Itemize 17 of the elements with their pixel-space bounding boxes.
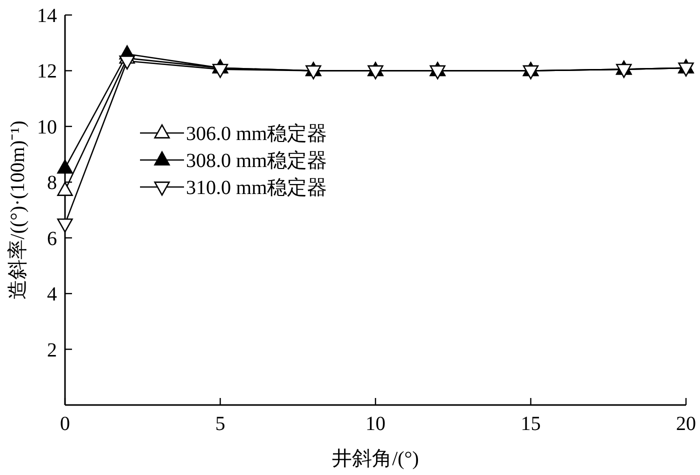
legend-label: 306.0 mm稳定器 <box>186 123 328 145</box>
y-axis-title: 造斜率/((°)·(100m)⁻¹) <box>7 120 29 300</box>
y-tick-label: 2 <box>47 339 57 362</box>
y-tick-label: 4 <box>47 284 57 306</box>
y-tick-label: 6 <box>47 228 57 250</box>
x-tick-label: 0 <box>60 413 70 435</box>
x-tick-label: 15 <box>520 413 541 435</box>
x-tick-label: 10 <box>366 413 386 435</box>
x-tick-label: 20 <box>676 413 696 435</box>
x-tick-label: 5 <box>215 413 226 435</box>
legend-label: 308.0 mm稳定器 <box>186 150 328 172</box>
y-tick-label: 10 <box>37 116 57 138</box>
legend-label: 310.0 mm稳定器 <box>186 177 328 199</box>
x-axis-title: 井斜角/(°) <box>332 448 419 470</box>
y-tick-label: 14 <box>37 5 57 27</box>
y-tick-label: 12 <box>37 60 57 83</box>
y-tick-label: 8 <box>47 172 57 194</box>
